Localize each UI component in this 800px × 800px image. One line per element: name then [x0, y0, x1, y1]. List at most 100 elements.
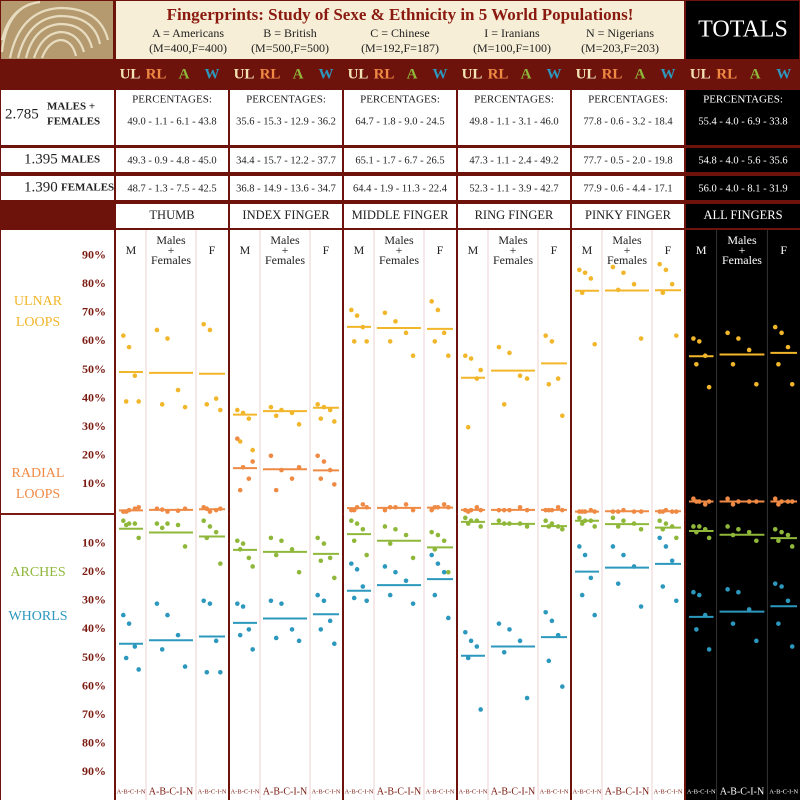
population-dot	[351, 339, 357, 344]
group-label: F	[551, 243, 558, 257]
chart-panel	[230, 230, 342, 800]
population-dot	[123, 399, 129, 404]
population-dot	[631, 281, 637, 287]
population-dot	[213, 638, 219, 644]
group-label: M	[240, 243, 251, 257]
population-dot	[697, 339, 702, 344]
finger-name: INDEX FINGER	[242, 208, 330, 222]
chart-panel	[458, 230, 570, 800]
population-dot	[789, 382, 795, 387]
population-dot	[592, 524, 597, 529]
population-dot	[321, 541, 327, 546]
table-cell	[116, 148, 228, 172]
population-codes: A-B-C-I-N	[231, 788, 260, 795]
population-dot	[621, 552, 626, 558]
population-dot	[776, 361, 781, 367]
population-dot	[318, 558, 324, 564]
population-dot	[669, 281, 675, 287]
category-code: RL	[602, 66, 623, 82]
population-dot	[126, 621, 132, 626]
category-label: LOOPS	[16, 315, 60, 330]
population-dot	[250, 564, 255, 569]
population-dot	[621, 270, 626, 276]
row-label-cell	[1, 148, 114, 172]
category-label: WHORLS	[8, 609, 67, 624]
category-code: UL	[234, 66, 255, 82]
population-dot	[403, 578, 409, 584]
population-dot	[772, 324, 778, 330]
category-code: RL	[146, 66, 167, 82]
population-dot	[435, 532, 441, 538]
population-dot	[327, 555, 333, 561]
percentages-label: PERCENTAGES:	[588, 94, 668, 106]
row-values: 77.8 - 0.6 - 3.2 - 18.4	[583, 116, 673, 127]
group-label: Males	[727, 233, 757, 247]
population-dot	[387, 592, 393, 598]
population-dot	[273, 487, 279, 493]
population-dot	[154, 327, 160, 333]
row-label: FEMALES	[61, 182, 114, 194]
population-dot	[501, 402, 507, 407]
population-dot	[201, 321, 206, 327]
population-codes: A-B-C-I-N	[377, 786, 421, 797]
population-dot	[435, 307, 441, 313]
category-code: A	[521, 66, 532, 82]
category-code: RL	[716, 66, 737, 82]
population-dot	[736, 589, 741, 595]
group-label: +	[739, 243, 746, 257]
chart-panel	[686, 230, 800, 800]
population-dot	[403, 330, 409, 336]
population-dot	[126, 344, 132, 350]
y-tick-label: 90%	[82, 247, 106, 261]
population-dot	[393, 319, 398, 324]
group-label: M	[582, 243, 593, 257]
population-dot	[327, 618, 333, 624]
y-tick-label: 80%	[82, 736, 106, 750]
population-dot	[201, 598, 206, 604]
population-dot	[410, 601, 416, 606]
population-dot	[465, 655, 471, 661]
y-tick-label: 10%	[82, 476, 106, 490]
row-label: MALES +	[47, 101, 95, 113]
y-tick-label: 40%	[82, 621, 106, 635]
y-tick-label: 30%	[82, 419, 106, 433]
population-dot	[496, 621, 502, 626]
population-dot	[474, 504, 480, 510]
row-values: 64.7 - 1.8 - 9.0 - 24.5	[355, 116, 444, 127]
table-cell	[458, 176, 570, 200]
population-dot	[237, 632, 243, 638]
group-label: F	[665, 243, 672, 257]
category-code: RL	[260, 66, 281, 82]
finger-name: ALL FINGERS	[703, 208, 782, 222]
population-dot	[772, 527, 778, 532]
y-tick-label: 40%	[82, 390, 106, 404]
row-values: 35.6 - 15.3 - 12.9 - 36.2	[236, 116, 336, 127]
population-dot	[218, 407, 223, 413]
row-label-cell	[1, 90, 114, 145]
category-code: W	[547, 66, 562, 82]
legend-label: I = Iranians	[484, 26, 540, 40]
category-code: A	[179, 66, 190, 82]
population-dot	[579, 592, 585, 598]
population-dot	[694, 627, 699, 632]
group-label: Females	[493, 253, 533, 267]
population-dot	[165, 521, 170, 526]
population-dot	[315, 592, 320, 598]
category-code: W	[661, 66, 676, 82]
y-tick-label: 80%	[82, 276, 106, 290]
population-dot	[524, 524, 530, 529]
table-cell	[116, 176, 228, 200]
population-dot	[754, 538, 759, 544]
population-dot	[382, 507, 388, 513]
population-dot	[697, 592, 702, 598]
totals-box	[686, 1, 799, 59]
row-label: FEMALES	[47, 116, 100, 128]
population-codes: A-B-C-I-N	[769, 788, 798, 795]
population-dot	[218, 670, 223, 675]
category-code: UL	[120, 66, 141, 82]
population-dot	[582, 270, 588, 276]
category-code: A	[750, 66, 761, 82]
table-cell	[230, 176, 342, 200]
population-dot	[175, 522, 181, 528]
population-dot	[610, 515, 616, 521]
